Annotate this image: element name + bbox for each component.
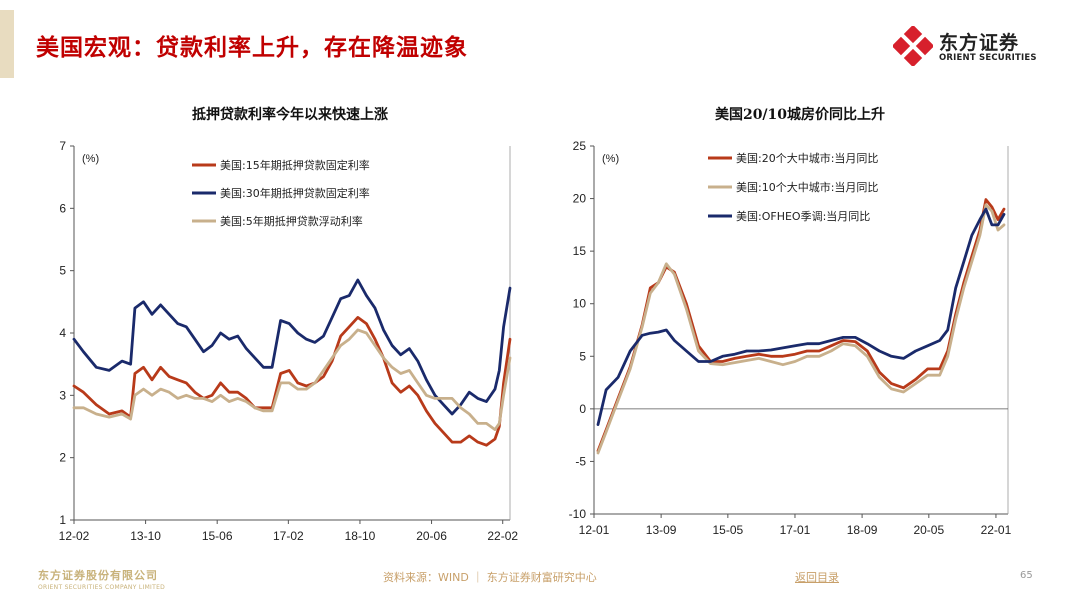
slide-title: 美国宏观：贷款利率上升，存在降温迹象 bbox=[36, 34, 468, 61]
chart2-x-tick-label: 12-01 bbox=[579, 523, 610, 537]
chart2-y-tick-label: 20 bbox=[573, 192, 587, 206]
chart1-y-tick-label: 2 bbox=[59, 451, 66, 465]
accent-bar bbox=[0, 10, 14, 78]
chart1-series-3-line bbox=[72, 328, 512, 432]
charts-canvas: 1 2 3 4 5 6 7 12-02 13-10 15-06 17-02 18-10 20-06 22-… bbox=[59, 139, 1012, 543]
chart2-series-1-line bbox=[596, 198, 1006, 453]
chart1-x-tick-label: 12-02 bbox=[59, 529, 90, 543]
source-note: 资料来源：WIND ｜ 东方证券财富研究中心 bbox=[383, 571, 597, 584]
chart2-legend-label: 美国:OFHEO季调:当月同比 bbox=[736, 209, 870, 223]
chart2-x-tick-label: 20-05 bbox=[913, 523, 944, 537]
chart1-x-tick-label: 18-10 bbox=[345, 529, 376, 543]
chart2-y-tick-label: 10 bbox=[573, 297, 587, 311]
chart2-y-tick-label: 25 bbox=[573, 139, 587, 153]
chart2-x-tick-label: 22-01 bbox=[981, 523, 1012, 537]
chart2-series-2-line bbox=[596, 203, 1006, 455]
chart2-x-tick-label: 17-01 bbox=[780, 523, 811, 537]
chart2-y-tick-label: 5 bbox=[579, 349, 586, 363]
chart1-y-tick-label: 5 bbox=[59, 264, 66, 278]
chart2-series-3-line bbox=[596, 207, 1006, 427]
back-to-contents-link[interactable]: 返回目录 bbox=[795, 571, 839, 584]
chart1-y-tick-label: 4 bbox=[59, 326, 66, 340]
chart2-y-tick-label: -5 bbox=[575, 454, 586, 468]
chart1-x-tick-label: 13-10 bbox=[130, 529, 161, 543]
chart1-unit-label: (%) bbox=[82, 153, 99, 165]
logo-text-en: ORIENT SECURITIES bbox=[939, 53, 1037, 63]
chart1-x-tick-label: 15-06 bbox=[202, 529, 233, 543]
chart2-x-tick-label: 18-09 bbox=[847, 523, 878, 537]
footer-company-en: ORIENT SECURITIES COMPANY LIMITED bbox=[38, 584, 166, 591]
chart2-x-tick-label: 13-09 bbox=[646, 523, 677, 537]
chart2-legend-label: 美国:10个大中城市:当月同比 bbox=[736, 180, 878, 194]
chart2-unit-label: (%) bbox=[602, 153, 619, 165]
chart1-x-tick-label: 20-06 bbox=[416, 529, 447, 543]
footer-company: 东方证券股份有限公司 ORIENT SECURITIES COMPANY LIM… bbox=[38, 567, 168, 591]
company-logo: 东方证券 ORIENT SECURITIES bbox=[893, 26, 1063, 68]
chart2-y-tick-label: 15 bbox=[573, 244, 587, 258]
chart2-legend-label: 美国:20个大中城市:当月同比 bbox=[736, 151, 878, 165]
chart1-x-tick-label: 22-02 bbox=[487, 529, 518, 543]
logo-mark-icon bbox=[893, 26, 933, 66]
chart1-y-tick-label: 7 bbox=[59, 139, 66, 153]
chart2-x-tick-label: 15-05 bbox=[712, 523, 743, 537]
chart2-y-tick-label: 0 bbox=[579, 402, 586, 416]
chart1-x-tick-label: 17-02 bbox=[273, 529, 304, 543]
page-number: 65 bbox=[1020, 570, 1033, 581]
chart1-y-tick-label: 6 bbox=[59, 201, 66, 215]
chart1-legend-label: 美国:30年期抵押贷款固定利率 bbox=[220, 186, 370, 200]
chart-1-title: 抵押贷款利率今年以来快速上涨 bbox=[192, 107, 388, 123]
chart-2-title: 美国20/10城房价同比上升 bbox=[714, 107, 886, 123]
footer-company-cn: 东方证券股份有限公司 bbox=[38, 569, 158, 582]
chart1-series-2-line bbox=[72, 278, 512, 416]
logo-text-cn: 东方证券 bbox=[939, 32, 1020, 54]
chart1-legend-label: 美国:15年期抵押贷款固定利率 bbox=[220, 158, 370, 172]
chart1-y-tick-label: 3 bbox=[59, 388, 66, 402]
chart1-y-tick-label: 1 bbox=[59, 513, 66, 527]
chart2-y-tick-label: -10 bbox=[569, 507, 587, 521]
chart1-series-1-line bbox=[72, 315, 512, 447]
chart1-legend-label: 美国:5年期抵押贷款浮动利率 bbox=[220, 214, 363, 228]
